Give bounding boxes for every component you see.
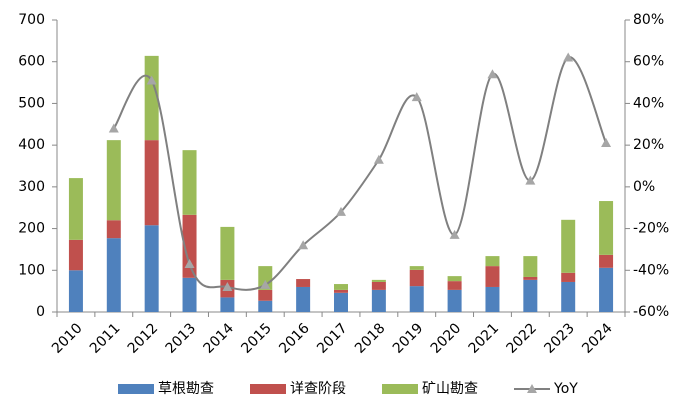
bar bbox=[409, 269, 424, 287]
x-tick-label: 2020 bbox=[428, 320, 465, 357]
bar bbox=[485, 286, 500, 312]
x-tick-label: 2022 bbox=[503, 320, 540, 357]
y2-tick-label: 60% bbox=[633, 54, 664, 70]
y-tick-label: 200 bbox=[18, 221, 45, 237]
legend-swatch bbox=[118, 384, 154, 394]
y2-tick-label: -20% bbox=[633, 221, 669, 237]
bar bbox=[409, 266, 424, 270]
bar bbox=[485, 266, 500, 287]
bar bbox=[144, 140, 159, 226]
y-tick-label: 400 bbox=[18, 137, 45, 153]
bar bbox=[258, 300, 273, 312]
bar bbox=[106, 238, 121, 312]
bar bbox=[561, 219, 576, 273]
bar bbox=[106, 140, 121, 221]
bar bbox=[371, 289, 386, 312]
legend-label: YoY bbox=[553, 381, 578, 397]
line-marker bbox=[449, 229, 460, 239]
bar bbox=[447, 281, 462, 290]
legend-swatch bbox=[382, 384, 418, 394]
legend-swatch bbox=[250, 384, 286, 394]
bar bbox=[523, 279, 538, 312]
line-marker bbox=[336, 206, 346, 216]
bar bbox=[561, 272, 576, 282]
x-tick-label: 2024 bbox=[579, 320, 616, 357]
bar bbox=[447, 289, 462, 312]
x-tick-label: 2014 bbox=[201, 320, 238, 357]
bar bbox=[182, 277, 197, 312]
y-tick-label: 300 bbox=[18, 179, 45, 195]
x-tick-label: 2017 bbox=[314, 320, 351, 357]
x-tick-label: 2019 bbox=[390, 320, 427, 357]
line-marker bbox=[525, 175, 536, 185]
y2-tick-label: 20% bbox=[633, 137, 664, 153]
x-tick-label: 2012 bbox=[125, 320, 162, 357]
bar bbox=[144, 225, 159, 312]
bar bbox=[334, 289, 348, 293]
legend-label: 矿山勘查 bbox=[422, 381, 478, 397]
bar bbox=[409, 286, 424, 312]
line-marker bbox=[563, 52, 574, 62]
bar bbox=[220, 226, 235, 280]
bar bbox=[220, 297, 235, 312]
bar bbox=[371, 279, 386, 282]
bar bbox=[447, 276, 462, 282]
y-tick-label: 0 bbox=[36, 304, 45, 320]
bar bbox=[182, 150, 197, 215]
x-tick-label: 2023 bbox=[541, 320, 578, 357]
line-marker bbox=[298, 240, 309, 250]
bar bbox=[182, 214, 197, 278]
line-marker bbox=[260, 279, 271, 289]
y-tick-label: 500 bbox=[18, 95, 45, 111]
bar bbox=[599, 267, 614, 312]
bar bbox=[371, 281, 386, 290]
bar bbox=[561, 281, 576, 312]
bar bbox=[334, 292, 348, 312]
bar bbox=[68, 239, 83, 271]
y2-tick-label: 80% bbox=[633, 12, 664, 28]
bar bbox=[599, 254, 614, 268]
line-marker bbox=[411, 92, 422, 102]
line-marker bbox=[184, 259, 195, 269]
x-tick-label: 2011 bbox=[87, 320, 124, 357]
x-tick-label: 2015 bbox=[238, 320, 275, 357]
y-tick-label: 100 bbox=[18, 262, 45, 278]
bar bbox=[68, 178, 83, 240]
y2-tick-label: 0% bbox=[633, 179, 655, 195]
bar bbox=[296, 279, 311, 287]
legend-marker bbox=[527, 384, 537, 393]
x-tick-label: 2018 bbox=[352, 320, 389, 357]
bar bbox=[599, 201, 614, 255]
y-tick-label: 700 bbox=[18, 12, 45, 28]
bar bbox=[258, 266, 273, 290]
y2-tick-label: -40% bbox=[633, 262, 669, 278]
bar bbox=[523, 276, 538, 280]
y-tick-label: 600 bbox=[18, 54, 45, 70]
line-marker bbox=[222, 281, 233, 291]
x-tick-label: 2021 bbox=[466, 320, 503, 357]
bar bbox=[68, 270, 83, 312]
x-tick-label: 2013 bbox=[163, 320, 200, 357]
line-marker bbox=[108, 123, 119, 133]
line-marker bbox=[487, 69, 498, 79]
y2-tick-label: 40% bbox=[633, 95, 664, 111]
line-marker bbox=[601, 138, 612, 148]
line-marker bbox=[146, 75, 157, 85]
legend-label: 草根勘查 bbox=[158, 381, 214, 397]
bar bbox=[334, 284, 348, 290]
legend-label: 详查阶段 bbox=[290, 381, 346, 397]
line-marker bbox=[373, 154, 384, 164]
x-tick-label: 2016 bbox=[276, 320, 313, 357]
bar bbox=[296, 286, 311, 312]
bar bbox=[523, 256, 538, 277]
x-tick-label: 2010 bbox=[49, 320, 86, 357]
y2-tick-label: -60% bbox=[633, 304, 669, 320]
bar bbox=[106, 220, 121, 239]
bar bbox=[485, 256, 500, 267]
bar bbox=[258, 289, 273, 301]
